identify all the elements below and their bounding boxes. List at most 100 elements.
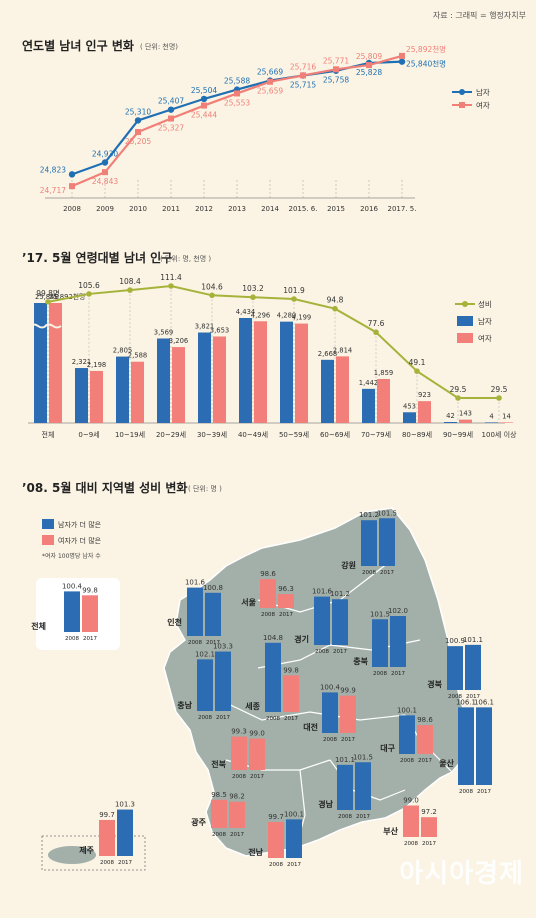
chart1-tick-label: 2010	[129, 205, 147, 213]
chart3-region-name: 강원	[341, 560, 356, 570]
chart3-bar-label: 100.4	[62, 582, 83, 590]
chart2-ratio-label: 104.6	[201, 282, 223, 291]
chart2-ratio-label: 94.8	[327, 296, 344, 305]
korea-province-border	[219, 699, 406, 721]
chart3-bar-label: 100.1	[397, 706, 417, 714]
chart3-region-bar	[64, 591, 80, 632]
chart1-point	[101, 159, 109, 166]
chart3-region-name: 경기	[294, 634, 309, 644]
chart3-region-bar	[465, 644, 481, 690]
chart1-point	[300, 72, 306, 79]
chart2-bar	[90, 370, 103, 423]
chart1-point	[134, 117, 142, 124]
chart3-bar-label: 100.1	[284, 810, 304, 818]
chart2-bar	[321, 359, 334, 423]
chart3-year-label: 2017	[206, 640, 220, 646]
chart2-ratio-line	[47, 284, 499, 399]
chart2-bar	[34, 303, 47, 423]
chart3-bar-label: 103.3	[213, 643, 233, 651]
chart3-bar-label: 101.2	[359, 511, 379, 519]
chart2-legend-swatch	[457, 333, 473, 343]
chart2-ratio-label: 105.6	[78, 281, 100, 290]
chart2-axis-break	[44, 323, 62, 329]
chart2-bar-label: 143	[459, 410, 472, 418]
chart3-bar-label: 101.5	[377, 509, 397, 517]
chart1-tick-label: 2012	[195, 205, 213, 213]
chart1-data-label: 25,310	[125, 107, 151, 116]
chart3-region-bar	[322, 692, 338, 733]
chart2-bar-label: 1,859	[374, 369, 393, 377]
chart3-bar-label: 102.0	[388, 607, 408, 615]
chart3-bar-label: 99.9	[340, 687, 356, 695]
chart3-region-name: 대전	[303, 722, 318, 732]
chart2-ratio-label: 99.8명	[36, 288, 60, 298]
chart2-bar-label: 2,668	[318, 350, 337, 358]
chart1-title: 연도별 남녀 인구 변화	[22, 38, 134, 53]
chart2-bar	[49, 303, 62, 423]
chart2-bar-label: 3,821	[195, 323, 214, 331]
chart1-point	[167, 106, 175, 113]
chart3-region-name: 서울	[241, 597, 256, 607]
chart3-region-bar	[265, 642, 281, 712]
chart3-region-name: 충북	[353, 656, 368, 666]
chart3-region-name: 부산	[383, 826, 398, 836]
chart3-bar-label: 99.3	[231, 728, 247, 736]
chart1-point	[200, 95, 208, 103]
chart3-year-label: 2017	[230, 832, 244, 838]
chart1-data-label: 25,840천명	[406, 59, 446, 69]
chart3-region-bar	[458, 707, 474, 785]
chart3-bar-label: 106.1	[456, 698, 476, 706]
chart2-bar-label: 25,840	[35, 293, 59, 301]
chart1-point	[135, 129, 141, 136]
chart1-legend-marker	[459, 89, 465, 95]
chart3-year-label: 2017	[356, 814, 370, 820]
chart2-bar-label: 4,434	[236, 308, 255, 316]
chart3-bar-label: 101.5	[353, 753, 373, 761]
chart1-point	[168, 115, 174, 122]
chart1-data-label: 25,327	[158, 124, 184, 133]
chart2-ratio-point	[373, 329, 379, 336]
chart2-ratio-point	[45, 299, 51, 305]
chart1-data-label: 25,715	[290, 81, 316, 90]
chart2-bar-label: 2,198	[87, 361, 106, 369]
chart2-legend-label: 남자	[478, 317, 492, 326]
chart1-data-label: 25,771	[323, 56, 349, 65]
chart2-bar-label: 25,892천명	[49, 292, 85, 301]
chart3-bar-label: 100.8	[203, 584, 223, 592]
chart3-year-label: 2008	[400, 758, 414, 764]
chart3-bar-label: 101.2	[330, 590, 350, 598]
chart3-year-label: 2008	[459, 789, 473, 795]
chart3-region-bar	[332, 599, 348, 645]
chart2-bar-label: 3,569	[154, 328, 173, 336]
chart3-year-label: 2008	[188, 640, 202, 646]
chart3-region-bar	[361, 520, 377, 566]
chart2-ratio-label: 111.4	[160, 273, 182, 282]
chart1-tick-label: 2015	[327, 205, 345, 213]
chart3-bar-label: 98.6	[260, 570, 276, 578]
chart2-bar	[459, 419, 472, 423]
chart3-year-label: 2017	[118, 860, 132, 866]
chart1-data-label: 24,717	[40, 186, 66, 195]
chart3-year-label: 2008	[261, 612, 275, 618]
chart2-bar-label: 1,442	[359, 379, 378, 387]
chart3-region-bar	[187, 587, 203, 636]
chart1-point	[267, 78, 273, 85]
chart2-ratio-point	[291, 296, 297, 302]
chart2-bar-label: 2,805	[113, 347, 132, 355]
chart3-bar-label: 101.1	[335, 756, 355, 764]
chart3-bar-label: 97.2	[421, 808, 437, 816]
chart3-region-bar	[417, 725, 433, 754]
chart2-bar	[418, 401, 431, 423]
chart2-tick-label: 50~59세	[279, 430, 309, 439]
chart3-region-name: 대구	[380, 743, 395, 753]
chart3-year-label: 2008	[448, 694, 462, 700]
chart2-bar-label: 3,653	[210, 326, 229, 334]
chart3-region-bar	[476, 707, 492, 785]
chart2-ratio-point	[209, 292, 215, 299]
chart3-year-label: 2008	[338, 814, 352, 820]
chart3-region-bar	[379, 518, 395, 566]
chart2-bar	[485, 422, 498, 423]
chart2-bar	[239, 318, 252, 423]
chart2-bar	[157, 338, 170, 423]
chart3-year-label: 2017	[422, 841, 436, 847]
